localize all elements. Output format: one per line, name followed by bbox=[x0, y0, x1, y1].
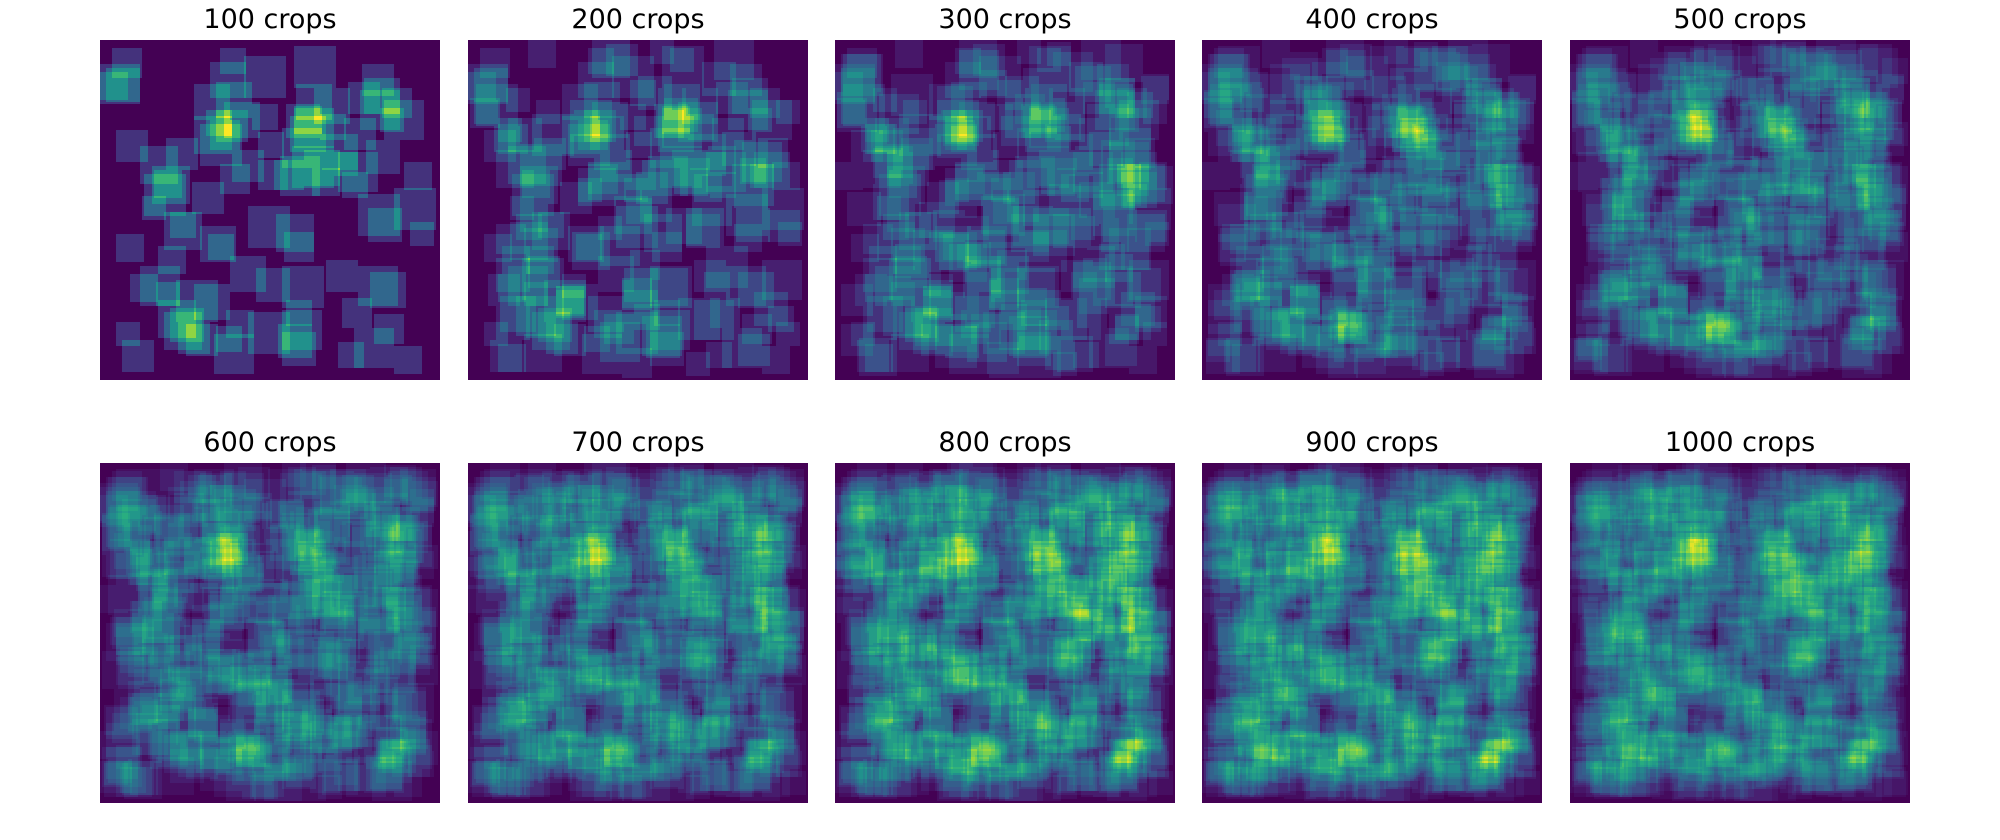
heatmap-panel-100: 100 crops bbox=[100, 0, 440, 380]
heatmap-panel-700: 700 crops bbox=[468, 423, 808, 803]
panel-title: 900 crops bbox=[1305, 427, 1439, 458]
heatmap-panel-600: 600 crops bbox=[100, 423, 440, 803]
heatmap-panel-1000: 1000 crops bbox=[1570, 423, 1910, 803]
heatmap-panel-500: 500 crops bbox=[1570, 0, 1910, 380]
heatmap-image bbox=[835, 463, 1175, 803]
heatmap-image bbox=[1202, 40, 1542, 380]
heatmap-panel-800: 800 crops bbox=[835, 423, 1175, 803]
panel-title: 600 crops bbox=[203, 427, 337, 458]
panel-title: 200 crops bbox=[571, 4, 705, 35]
panel-title: 700 crops bbox=[571, 427, 705, 458]
heatmap-image bbox=[468, 40, 808, 380]
heatmap-panel-200: 200 crops bbox=[468, 0, 808, 380]
panel-title: 300 crops bbox=[938, 4, 1072, 35]
heatmap-image bbox=[100, 40, 440, 380]
heatmap-image bbox=[100, 463, 440, 803]
heatmap-panel-300: 300 crops bbox=[835, 0, 1175, 380]
heatmap-image bbox=[1570, 40, 1910, 380]
panel-title: 400 crops bbox=[1305, 4, 1439, 35]
heatmap-panel-900: 900 crops bbox=[1202, 423, 1542, 803]
heatmap-image bbox=[1202, 463, 1542, 803]
heatmap-image bbox=[835, 40, 1175, 380]
heatmap-image bbox=[1570, 463, 1910, 803]
panel-title: 100 crops bbox=[203, 4, 337, 35]
heatmap-image bbox=[468, 463, 808, 803]
heatmap-panel-400: 400 crops bbox=[1202, 0, 1542, 380]
panel-title: 500 crops bbox=[1673, 4, 1807, 35]
panel-title: 800 crops bbox=[938, 427, 1072, 458]
panel-title: 1000 crops bbox=[1664, 427, 1816, 458]
